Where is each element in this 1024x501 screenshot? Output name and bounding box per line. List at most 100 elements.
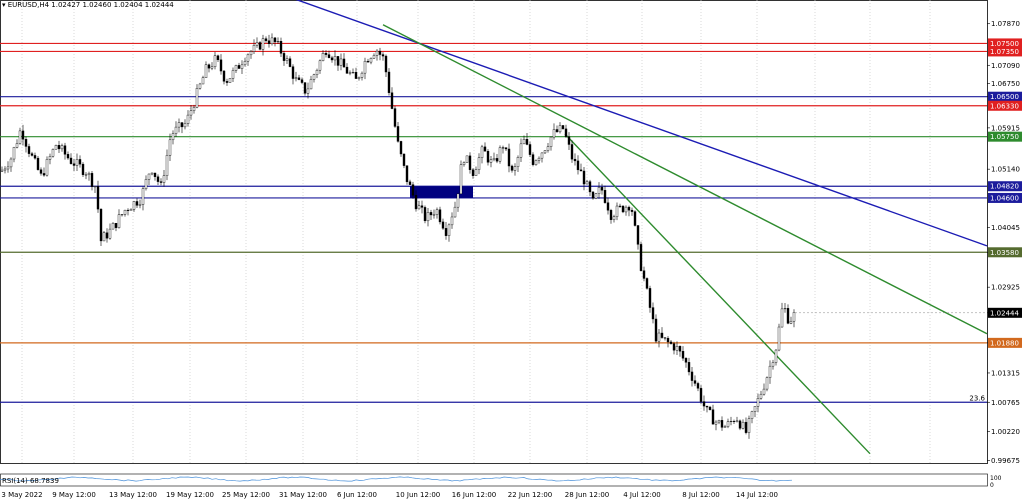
candle-body: [774, 349, 778, 363]
candle-body: [576, 160, 580, 171]
candle-body: [252, 45, 256, 52]
candle-body: [225, 81, 229, 83]
candle-body: [561, 125, 565, 130]
y-tick-label: 1.07870: [991, 20, 1020, 28]
candle-body: [402, 153, 406, 166]
candle-body: [54, 145, 58, 150]
candle-body: [90, 173, 94, 187]
candle-body: [537, 157, 541, 161]
y-tick-label: 1.02925: [991, 284, 1020, 292]
candle-body: [495, 158, 499, 162]
candle-body: [756, 398, 760, 407]
candle-body: [360, 72, 364, 78]
candle-body: [579, 169, 583, 172]
candle-body: [669, 341, 673, 344]
candle-body: [126, 209, 130, 211]
candle-body: [267, 40, 271, 44]
candle-body: [348, 72, 352, 74]
candle-body: [627, 206, 631, 211]
candle-body: [24, 139, 28, 147]
candle-body: [753, 406, 757, 412]
candle-body: [459, 164, 463, 195]
candle-body: [195, 88, 199, 108]
candle-body: [27, 146, 31, 154]
candle-body: [570, 144, 574, 160]
candle-body: [270, 37, 274, 44]
candle-body: [687, 362, 691, 373]
candle-body: [228, 78, 232, 83]
y-tick-label: 1.00765: [991, 399, 1020, 407]
candle-body: [6, 166, 10, 170]
candle-body: [456, 193, 460, 208]
y-tick-label: 1.01315: [991, 369, 1020, 377]
candle-body: [30, 153, 34, 156]
candle-body: [747, 418, 751, 433]
candle-body: [111, 222, 115, 230]
candle-body: [276, 41, 280, 43]
candle-body: [417, 205, 421, 210]
candle-body: [435, 209, 439, 215]
x-tick-label: 13 May 12:00: [109, 491, 157, 499]
candle-body: [177, 122, 181, 128]
collapse-arrow-icon[interactable]: ▾: [2, 1, 6, 9]
candle-body: [513, 166, 517, 171]
price-badge-text: 1.04820: [990, 183, 1019, 191]
candle-body: [66, 154, 70, 159]
candle-body: [291, 66, 295, 79]
candle-body: [420, 205, 424, 208]
candle-body: [765, 377, 769, 390]
candle-body: [213, 55, 217, 68]
candle-body: [75, 159, 79, 166]
candle-body: [468, 155, 472, 170]
candle-body: [135, 201, 139, 206]
candle-body: [150, 172, 154, 175]
candle-body: [471, 169, 475, 176]
candle-body: [534, 160, 538, 165]
candle-body: [168, 139, 172, 156]
fib-label: 23.6: [969, 394, 985, 402]
candle-body: [645, 278, 649, 289]
candle-body: [657, 332, 661, 342]
candle-body: [231, 70, 235, 79]
candle-body: [354, 72, 358, 79]
candle-body: [717, 420, 721, 423]
candle-body: [51, 149, 55, 157]
candle-body: [186, 114, 190, 124]
candle-body: [96, 186, 100, 210]
candle-body: [114, 222, 118, 228]
candle-body: [738, 420, 742, 429]
price-badge: [988, 192, 1022, 203]
candle-body: [477, 157, 481, 170]
candle-body: [600, 187, 604, 191]
candle-body: [15, 143, 19, 148]
plot-frame: [0, 0, 988, 464]
candle-body: [441, 221, 445, 229]
candle-body: [315, 69, 319, 75]
candle-body: [99, 208, 103, 242]
price-badge: [988, 247, 1022, 258]
candle-body: [606, 202, 610, 211]
candle-body: [444, 228, 448, 236]
candle-body: [660, 332, 664, 338]
candle-body: [294, 77, 298, 79]
candle-body: [285, 58, 289, 61]
candle-body: [777, 326, 781, 351]
candle-body: [144, 179, 148, 189]
candle-body: [486, 151, 490, 163]
x-tick-label: 28 Jun 12:00: [565, 491, 609, 499]
candle-body: [222, 70, 226, 82]
candle-body: [249, 51, 253, 56]
candle-body: [39, 169, 43, 174]
candle-body: [297, 77, 301, 80]
candle-body: [327, 54, 331, 58]
candle-body: [615, 205, 619, 217]
candle-body: [303, 82, 307, 94]
candle-body: [339, 58, 343, 66]
candle-body: [309, 79, 313, 90]
candle-body: [759, 393, 763, 399]
candle-body: [105, 232, 109, 239]
candle-body: [450, 216, 454, 226]
x-tick-label: 8 Jul 12:00: [682, 491, 720, 499]
